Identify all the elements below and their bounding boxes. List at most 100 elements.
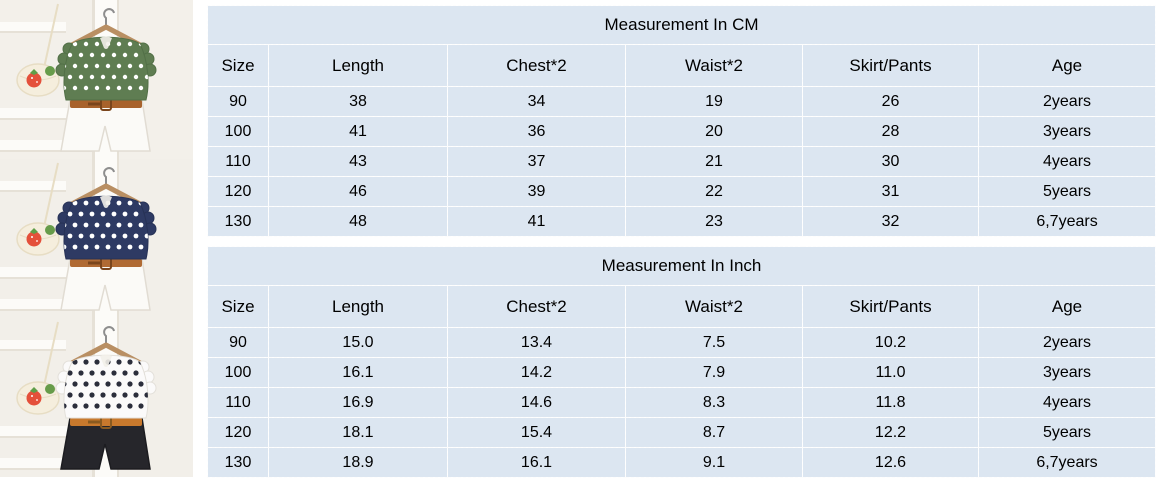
table-cell: 2years	[977, 86, 1157, 117]
table-cell: 11.0	[802, 357, 979, 388]
table-cell: 48	[268, 206, 448, 237]
table-cell: 36	[447, 116, 626, 147]
table-row: 110 43 37 21 30 4years	[207, 146, 1157, 177]
table-cell: 7.5	[625, 327, 803, 358]
outfit-white-dotted-top-black-shorts	[0, 318, 193, 477]
table-cell: 14.6	[447, 387, 626, 418]
column-header: Age	[977, 44, 1157, 87]
belt	[70, 418, 142, 426]
product-photo	[0, 0, 193, 159]
table-cell: 8.7	[625, 417, 803, 448]
table-cell: 37	[447, 146, 626, 177]
table-row: 90 38 34 19 26 2years	[207, 86, 1157, 117]
product-photo	[0, 318, 193, 477]
column-header: Age	[977, 285, 1157, 328]
column-header: Waist*2	[625, 285, 803, 328]
table-cell: 90	[207, 86, 269, 117]
neckline	[100, 195, 112, 208]
shorts	[60, 415, 151, 470]
table-cell: 34	[447, 86, 626, 117]
table-cell: 110	[207, 146, 269, 177]
table-cell: 16.1	[447, 447, 626, 478]
table-cell: 39	[447, 176, 626, 207]
table-cell: 32	[802, 206, 979, 237]
table-cell: 15.0	[268, 327, 448, 358]
shorts	[60, 97, 151, 152]
table-cell: 130	[207, 447, 269, 478]
table-cell: 5years	[977, 417, 1157, 448]
table-row: 110 16.9 14.6 8.3 11.8 4years	[207, 387, 1157, 418]
neckline	[100, 354, 112, 367]
measurement-table-inch: Measurement In Inch Size Length Chest*2 Wais…	[206, 246, 1157, 478]
table-cell: 6,7years	[977, 206, 1157, 237]
table-cell: 6,7years	[977, 447, 1157, 478]
table-cell: 43	[268, 146, 448, 177]
neckline	[100, 36, 112, 49]
table-cell: 16.9	[268, 387, 448, 418]
table-cell: 46	[268, 176, 448, 207]
table-cell: 16.1	[268, 357, 448, 388]
table-cell: 2years	[977, 327, 1157, 358]
strawberry-bag	[16, 162, 60, 256]
outfit-green-polkadot-top-white-shorts	[0, 0, 193, 159]
measurement-tables: Measurement In CM Size Length Chest*2 Waist*…	[206, 0, 1157, 478]
table-cell: 3years	[977, 116, 1157, 147]
table-cell: 20	[625, 116, 803, 147]
table-cell: 14.2	[447, 357, 626, 388]
table-row: 90 15.0 13.4 7.5 10.2 2years	[207, 327, 1157, 358]
table-header-row: Size Length Chest*2 Waist*2 Skirt/Pants Age	[207, 285, 1157, 328]
table-cell: 7.9	[625, 357, 803, 388]
table-title: Measurement In CM	[206, 5, 1157, 45]
product-photo-strip	[0, 0, 193, 477]
table-cell: 41	[447, 206, 626, 237]
measurement-table-cm: Measurement In CM Size Length Chest*2 Waist*…	[206, 5, 1157, 237]
table-cell: 100	[207, 116, 269, 147]
blouse	[55, 36, 157, 101]
strawberry-charm	[26, 390, 42, 406]
table-row: 120 18.1 15.4 8.7 12.2 5years	[207, 417, 1157, 448]
table-cell: 10.2	[802, 327, 979, 358]
column-header: Chest*2	[447, 285, 626, 328]
table-title: Measurement In Inch	[206, 246, 1157, 286]
table-cell: 11.8	[802, 387, 979, 418]
table-row: 100 16.1 14.2 7.9 11.0 3years	[207, 357, 1157, 388]
table-cell: 38	[268, 86, 448, 117]
product-photo	[0, 159, 193, 318]
table-row: 130 18.9 16.1 9.1 12.6 6,7years	[207, 447, 1157, 478]
column-header: Chest*2	[447, 44, 626, 87]
table-cell: 41	[268, 116, 448, 147]
table-cell: 5years	[977, 176, 1157, 207]
table-cell: 90	[207, 327, 269, 358]
column-header: Size	[207, 44, 269, 87]
table-cell: 100	[207, 357, 269, 388]
table-cell: 130	[207, 206, 269, 237]
table-cell: 8.3	[625, 387, 803, 418]
table-cell: 110	[207, 387, 269, 418]
column-header: Skirt/Pants	[802, 285, 979, 328]
table-cell: 4years	[977, 387, 1157, 418]
table-cell: 120	[207, 176, 269, 207]
green-pompom	[45, 225, 55, 235]
strawberry-charm	[26, 72, 42, 88]
column-header: Skirt/Pants	[802, 44, 979, 87]
green-pompom	[45, 384, 55, 394]
table-cell: 30	[802, 146, 979, 177]
belt	[70, 259, 142, 267]
table-cell: 4years	[977, 146, 1157, 177]
table-cell: 31	[802, 176, 979, 207]
table-header-row: Size Length Chest*2 Waist*2 Skirt/Pants Age	[207, 44, 1157, 87]
table-cell: 120	[207, 417, 269, 448]
outfit-navy-dotted-top-white-shorts	[0, 159, 193, 318]
shorts	[60, 256, 151, 311]
blouse	[55, 195, 157, 260]
column-header: Length	[268, 44, 448, 87]
table-cell: 18.1	[268, 417, 448, 448]
table-cell: 12.2	[802, 417, 979, 448]
table-cell: 18.9	[268, 447, 448, 478]
blouse	[55, 354, 157, 419]
column-header: Size	[207, 285, 269, 328]
table-row: 100 41 36 20 28 3years	[207, 116, 1157, 147]
table-cell: 22	[625, 176, 803, 207]
table-cell: 26	[802, 86, 979, 117]
